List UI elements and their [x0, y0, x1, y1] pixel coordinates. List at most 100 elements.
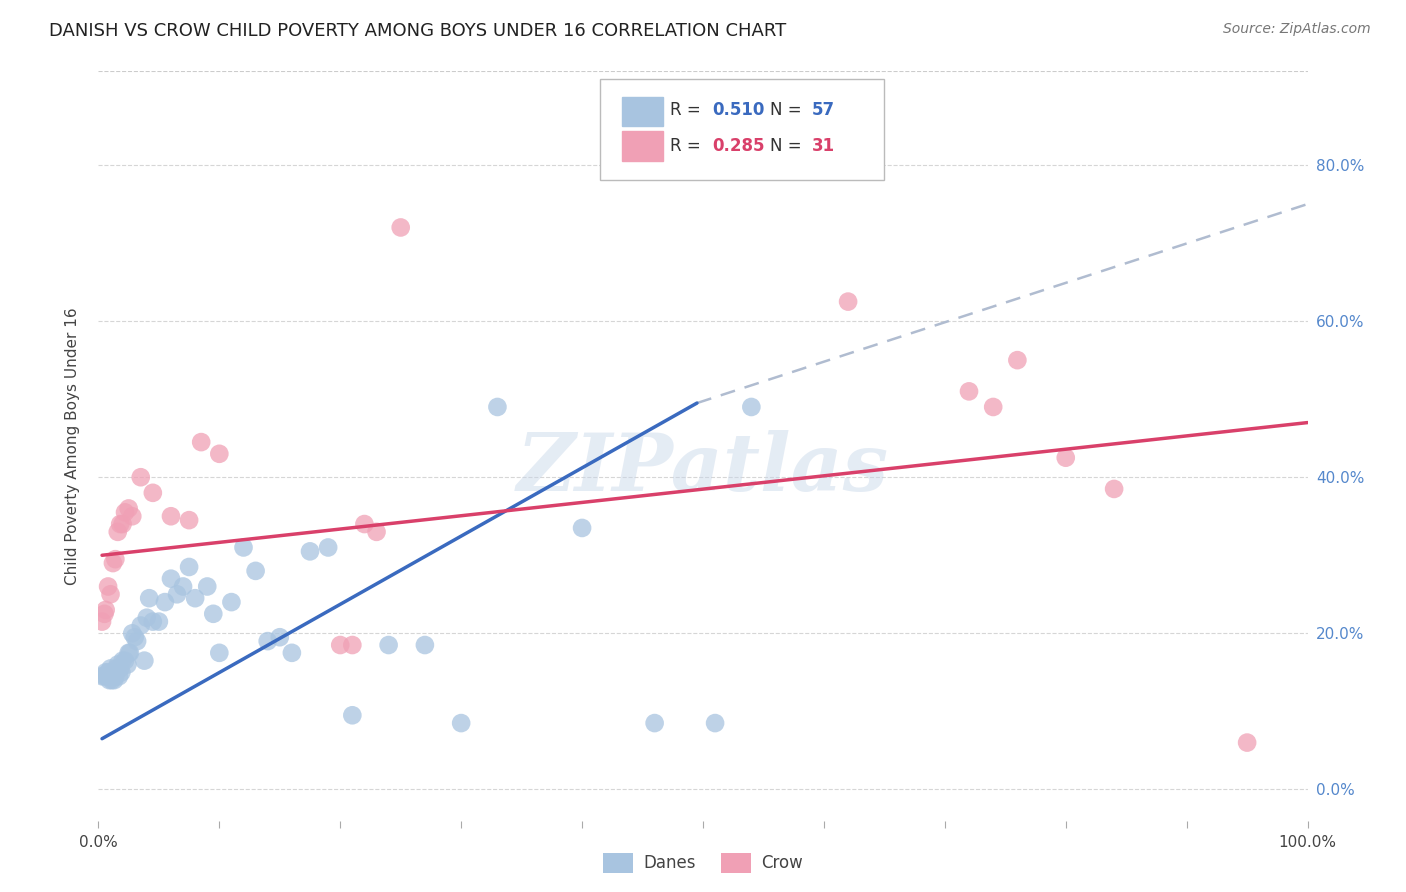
Point: [166, 587, 188, 601]
Point: [366, 524, 388, 539]
Point: [127, 634, 149, 648]
Point: [486, 400, 509, 414]
FancyBboxPatch shape: [621, 97, 664, 126]
Point: [118, 646, 141, 660]
Point: [104, 669, 127, 683]
Point: [101, 556, 124, 570]
Point: [377, 638, 399, 652]
Point: [117, 657, 139, 672]
Point: [108, 517, 131, 532]
Point: [148, 615, 170, 629]
Point: [172, 580, 194, 594]
Point: [208, 447, 231, 461]
Point: [160, 509, 183, 524]
Text: 0.285: 0.285: [713, 136, 765, 154]
Point: [353, 517, 375, 532]
Point: [94, 603, 117, 617]
Point: [107, 524, 129, 539]
Point: [129, 618, 152, 632]
FancyBboxPatch shape: [600, 78, 884, 180]
Point: [184, 591, 207, 606]
Point: [105, 661, 128, 675]
Point: [142, 485, 165, 500]
Point: [124, 630, 146, 644]
Point: [129, 470, 152, 484]
Point: [202, 607, 225, 621]
Y-axis label: Child Poverty Among Boys Under 16: Child Poverty Among Boys Under 16: [65, 307, 80, 585]
FancyBboxPatch shape: [621, 131, 664, 161]
Point: [91, 615, 114, 629]
Point: [98, 673, 121, 688]
Point: [94, 665, 117, 680]
Point: [101, 665, 124, 680]
Point: [96, 669, 118, 683]
Point: [142, 615, 165, 629]
Point: [93, 669, 115, 683]
Point: [118, 501, 141, 516]
Point: [245, 564, 267, 578]
Text: Source: ZipAtlas.com: Source: ZipAtlas.com: [1223, 22, 1371, 37]
Point: [740, 400, 762, 414]
Point: [837, 294, 859, 309]
Point: [299, 544, 322, 558]
Point: [450, 716, 472, 731]
Point: [134, 654, 156, 668]
Point: [91, 669, 114, 683]
Text: R =: R =: [671, 136, 706, 154]
Point: [981, 400, 1004, 414]
Point: [413, 638, 436, 652]
Point: [138, 591, 160, 606]
Point: [103, 673, 125, 688]
Point: [160, 572, 183, 586]
Point: [100, 661, 122, 675]
Point: [153, 595, 176, 609]
Point: [111, 654, 134, 668]
Point: [221, 595, 243, 609]
Text: DANISH VS CROW CHILD POVERTY AMONG BOYS UNDER 16 CORRELATION CHART: DANISH VS CROW CHILD POVERTY AMONG BOYS …: [49, 22, 786, 40]
Point: [107, 657, 129, 672]
Point: [571, 521, 593, 535]
Point: [110, 665, 132, 680]
Text: ZIPatlas: ZIPatlas: [517, 430, 889, 508]
Point: [1054, 450, 1077, 465]
Text: N =: N =: [769, 136, 807, 154]
Point: [316, 541, 339, 555]
Point: [97, 580, 120, 594]
Point: [93, 607, 115, 621]
Text: N =: N =: [769, 102, 807, 120]
Point: [208, 646, 231, 660]
Legend: Danes, Crow: Danes, Crow: [596, 847, 810, 880]
Point: [256, 634, 278, 648]
Point: [232, 541, 254, 555]
Point: [179, 560, 201, 574]
Point: [108, 669, 131, 683]
Point: [644, 716, 666, 731]
Point: [121, 626, 143, 640]
Point: [104, 552, 127, 566]
Point: [195, 580, 218, 594]
Point: [704, 716, 727, 731]
Point: [111, 517, 134, 532]
Point: [281, 646, 304, 660]
Point: [114, 654, 136, 668]
Text: 0.510: 0.510: [713, 102, 765, 120]
Point: [329, 638, 352, 652]
Point: [97, 665, 120, 680]
Text: R =: R =: [671, 102, 706, 120]
Text: 57: 57: [811, 102, 835, 120]
Point: [342, 638, 364, 652]
Point: [135, 611, 157, 625]
Point: [269, 630, 291, 644]
Text: 31: 31: [811, 136, 835, 154]
Point: [100, 669, 122, 683]
Point: [342, 708, 364, 723]
Point: [1102, 482, 1125, 496]
Point: [114, 505, 136, 519]
Point: [118, 646, 141, 660]
Point: [100, 587, 122, 601]
Point: [957, 384, 980, 399]
Point: [108, 661, 131, 675]
Point: [100, 673, 122, 688]
Point: [121, 509, 143, 524]
Point: [1007, 353, 1029, 368]
